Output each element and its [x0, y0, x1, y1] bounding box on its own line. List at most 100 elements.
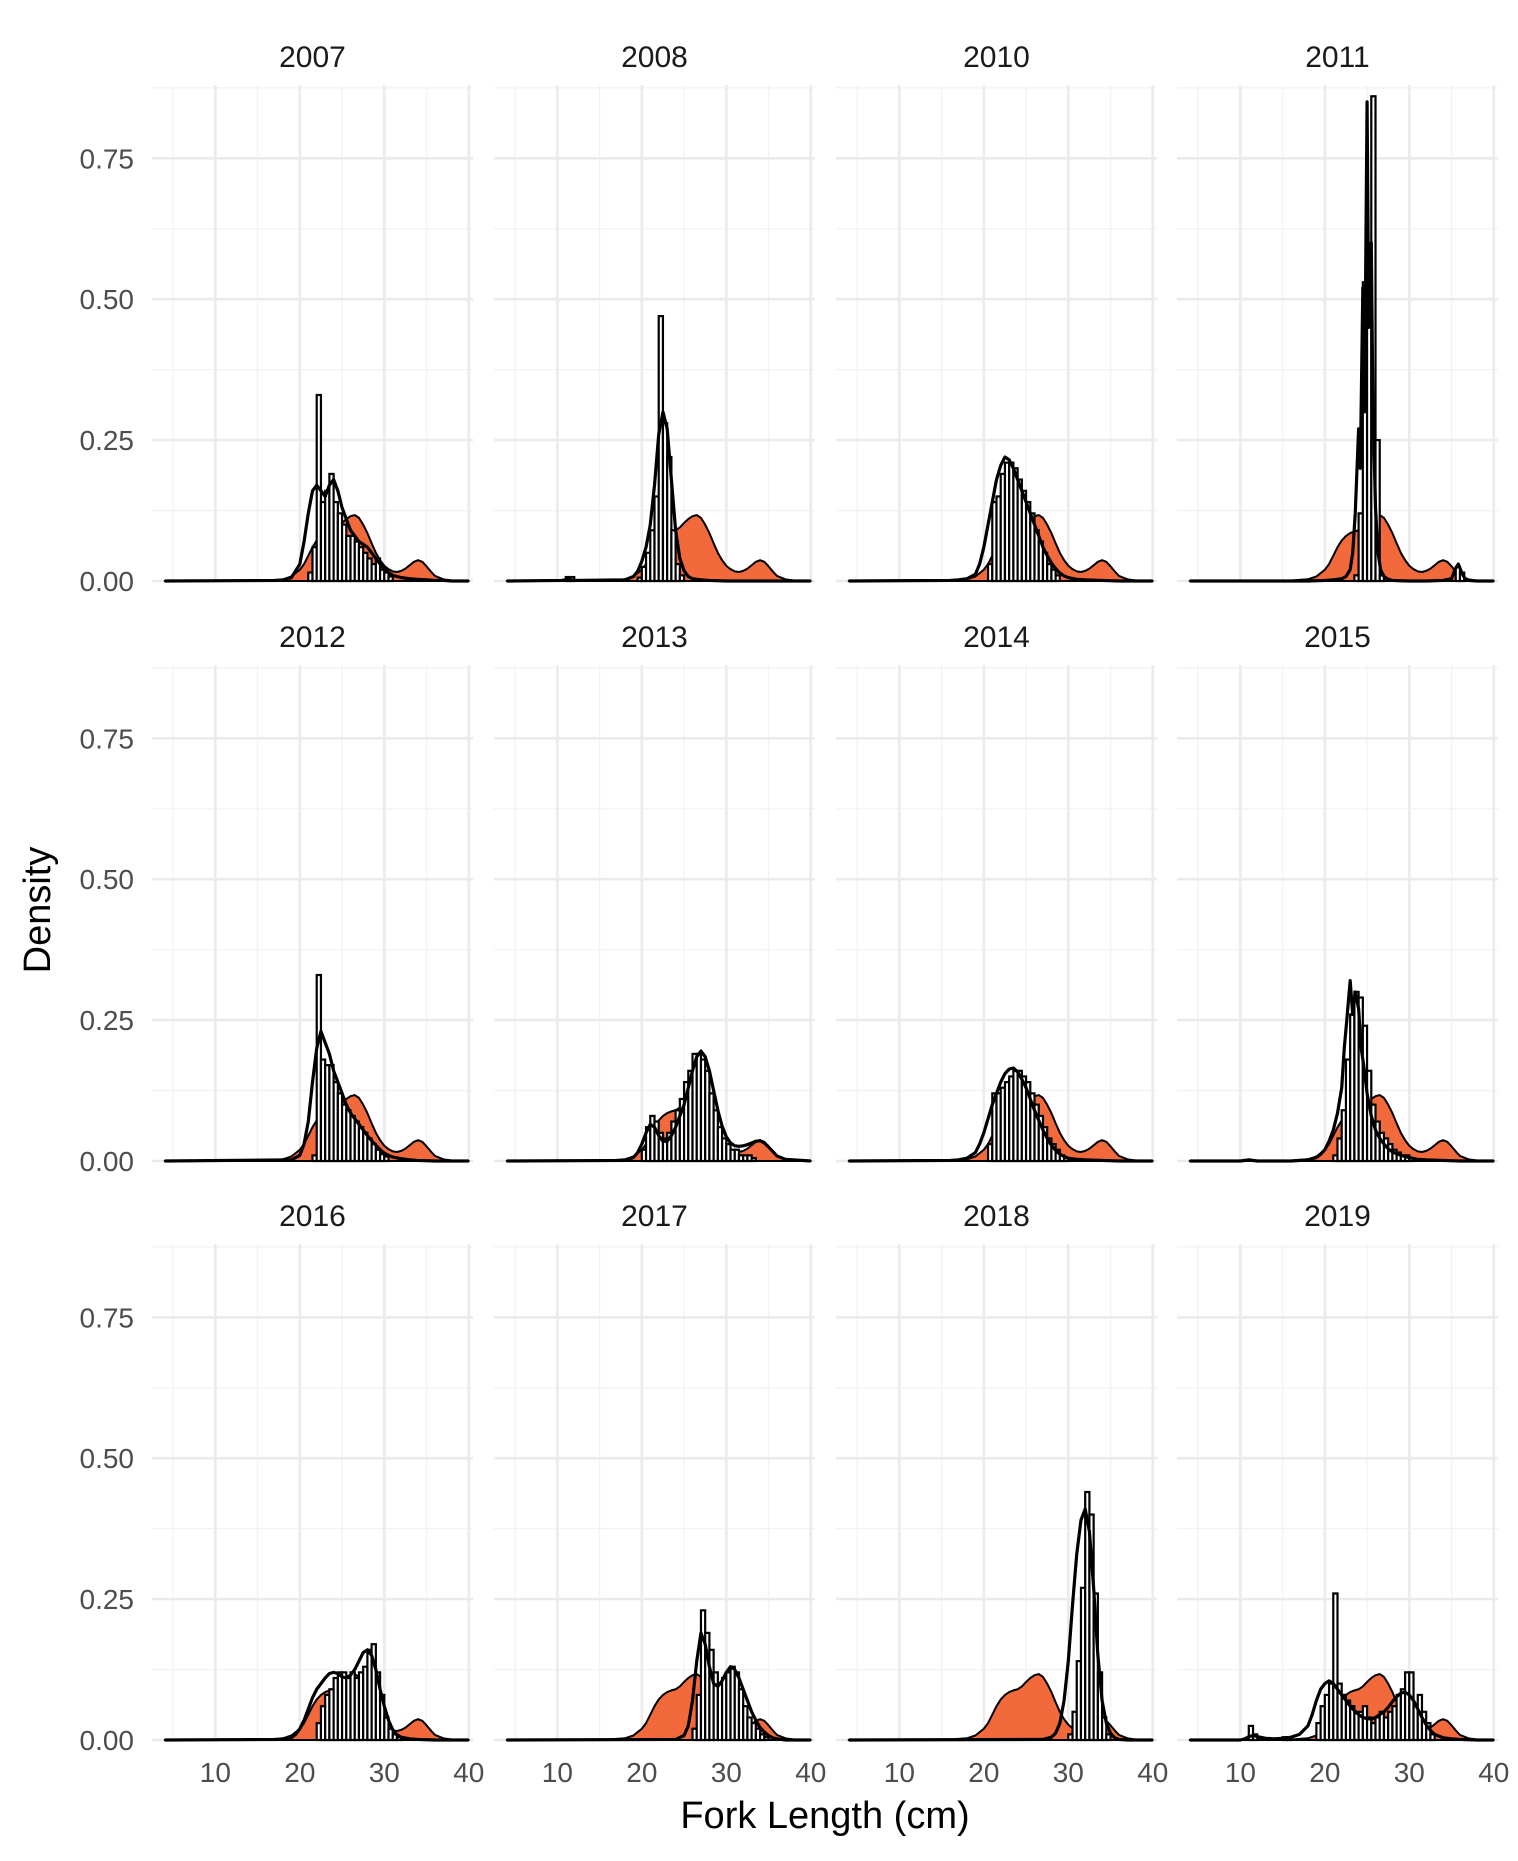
histogram-bar	[678, 574, 686, 583]
year-density-line	[506, 410, 811, 583]
x-tick-label: 10	[1225, 1757, 1256, 1788]
panel-2010: 2010	[836, 41, 1157, 583]
histogram-bar	[1105, 1733, 1112, 1742]
year-density-line	[848, 1066, 1153, 1163]
facet-strip-label: 2019	[1304, 1200, 1371, 1233]
y-tick-label: 0.25	[80, 1584, 135, 1615]
panel-grid	[152, 85, 473, 583]
x-tick-label: 30	[369, 1757, 400, 1788]
histogram	[691, 1609, 770, 1742]
histogram	[311, 973, 390, 1163]
y-tick-label: 0.00	[80, 566, 135, 597]
facet-strip-label: 2013	[621, 621, 688, 654]
panel-grid	[152, 665, 473, 1163]
histogram-bar	[383, 1155, 390, 1163]
x-tick-label: 40	[795, 1757, 826, 1788]
reference-density-area	[1188, 514, 1495, 582]
x-tick-label: 30	[711, 1757, 742, 1788]
histogram	[564, 314, 686, 583]
panel-2007: 2007	[152, 41, 473, 583]
y-tick-label: 0.50	[80, 864, 135, 895]
x-tick-labels: 10 20 30 40 10 20 30 40 10 20 30 40 10 20 30 40	[200, 1757, 1510, 1788]
panel-2017: 2017	[494, 1200, 815, 1742]
panels-layer: 2007 2008 2010 2011 2012 2013 2014 2015 2016 2017…	[152, 41, 1498, 1742]
panel-grid	[836, 665, 1157, 1163]
x-tick-label: 40	[1137, 1757, 1168, 1788]
year-density-line	[1189, 1679, 1494, 1742]
x-tick-label: 20	[968, 1757, 999, 1788]
panel-2019: 2019	[1177, 1200, 1498, 1742]
x-tick-label: 30	[1394, 1757, 1425, 1788]
x-axis-title: Fork Length (cm)	[680, 1795, 969, 1837]
histogram-bar	[674, 562, 681, 583]
histogram-bar	[1247, 1724, 1255, 1742]
y-tick-label: 0.00	[80, 1725, 135, 1756]
y-tick-label: 0.25	[80, 1005, 135, 1036]
histogram-bar	[1054, 574, 1061, 583]
y-tick-label: 0.50	[80, 1443, 135, 1474]
panel-2018: 2018	[836, 1200, 1157, 1742]
year-density-line	[848, 455, 1153, 583]
panel-grid	[1177, 665, 1498, 1163]
panel-grid	[494, 665, 815, 1163]
histogram	[640, 1052, 757, 1163]
x-tick-label: 20	[1309, 1757, 1340, 1788]
year-density-line	[848, 1507, 1153, 1742]
facet-strip-label: 2015	[1304, 621, 1371, 654]
x-tick-label: 10	[200, 1757, 231, 1788]
y-tick-label: 0.75	[80, 1302, 135, 1333]
panel-grid	[152, 1244, 473, 1742]
panel-2013: 2013	[494, 621, 815, 1163]
facet-strip-label: 2012	[279, 621, 346, 654]
year-density-line	[164, 1029, 469, 1163]
panel-grid	[1177, 85, 1498, 583]
y-tick-label: 0.75	[80, 723, 135, 754]
y-tick-label: 0.75	[80, 143, 135, 174]
panel-2016: 2016	[152, 1200, 473, 1742]
y-tick-label: 0.50	[80, 284, 135, 315]
x-tick-label: 40	[1478, 1757, 1509, 1788]
histogram	[315, 1643, 403, 1742]
histogram	[1067, 1490, 1112, 1742]
y-tick-label: 0.25	[80, 425, 135, 456]
histogram-bar	[750, 1157, 757, 1163]
histogram	[986, 461, 1061, 583]
facet-strip-label: 2014	[963, 621, 1030, 654]
x-tick-label: 20	[284, 1757, 315, 1788]
panel-grid	[494, 85, 815, 583]
year-density-line	[1189, 979, 1494, 1163]
x-tick-label: 30	[1053, 1757, 1084, 1788]
panel-grid	[836, 1244, 1157, 1742]
histogram-bar	[1332, 1592, 1339, 1742]
panel-grid	[494, 1244, 815, 1742]
facet-strip-label: 2010	[963, 41, 1030, 74]
facet-strip-label: 2007	[279, 41, 346, 74]
year-density-line	[506, 1049, 811, 1163]
x-tick-label: 20	[626, 1757, 657, 1788]
histogram-bar	[763, 1736, 770, 1742]
histogram	[307, 393, 394, 583]
y-tick-label: 0.00	[80, 1146, 135, 1177]
histogram-bar	[387, 575, 394, 583]
facet-strip-label: 2016	[279, 1200, 346, 1233]
y-axis-title: Density	[17, 847, 59, 974]
x-tick-label: 40	[453, 1757, 484, 1788]
histogram	[1247, 1592, 1436, 1742]
panel-2011: 2011	[1177, 41, 1498, 583]
y-tick-labels: 0.00 0.25 0.50 0.75 0.00 0.25 0.50 0.75 0.00 0.25…	[80, 143, 135, 1756]
reference-density-area	[505, 1673, 812, 1741]
facet-strip-label: 2017	[621, 1200, 688, 1233]
year-density-line	[164, 477, 469, 583]
panel-2014: 2014	[836, 621, 1157, 1163]
facet-strip-label: 2011	[1305, 41, 1370, 74]
x-tick-label: 10	[884, 1757, 915, 1788]
histogram-bar	[670, 529, 677, 583]
panel-2012: 2012	[152, 621, 473, 1163]
facet-strip-label: 2018	[963, 1200, 1030, 1233]
panel-2008: 2008	[494, 41, 815, 583]
year-density-line	[1189, 100, 1494, 583]
year-density-line	[506, 1631, 811, 1742]
facet-strip-label: 2008	[621, 41, 688, 74]
